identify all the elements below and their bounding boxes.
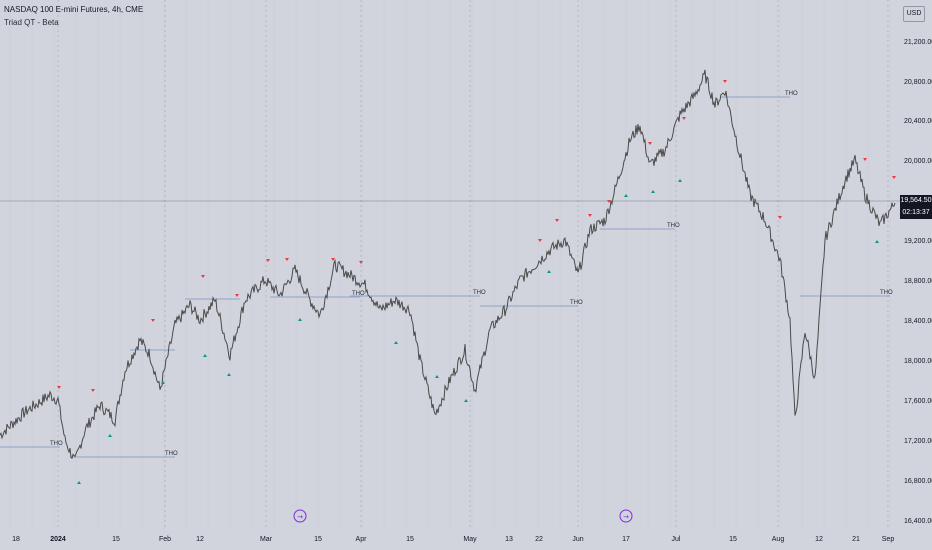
sell-signal-marker xyxy=(151,319,155,322)
buy-signal-marker xyxy=(298,318,302,321)
buy-signal-marker xyxy=(435,375,439,378)
buy-signal-marker xyxy=(161,381,165,384)
time-axis-label: Sep xyxy=(882,536,895,543)
time-axis-label: 2024 xyxy=(50,536,66,543)
level-lines: THO THO THO THO THO THO THO THO xyxy=(0,91,893,458)
time-axis-label: 15 xyxy=(729,536,737,543)
time-axis-label: 15 xyxy=(314,536,322,543)
time-axis-label: 13 xyxy=(505,536,513,543)
buy-signal-marker xyxy=(678,179,682,182)
sell-signal-marker xyxy=(538,239,542,242)
sell-signal-marker xyxy=(892,176,896,179)
calendar-event-icon[interactable] xyxy=(619,509,633,523)
level-label: THO xyxy=(352,291,365,297)
time-axis-label: 18 xyxy=(12,536,20,543)
time-axis-label: 12 xyxy=(196,536,204,543)
buy-signal-marker xyxy=(875,240,879,243)
time-axis[interactable]: 18 2024 15 Feb 12 Mar 15 Apr 15 May 13 22 Jun 17 Jul 15… xyxy=(12,536,894,543)
price-axis-label: 18,400.00 xyxy=(904,318,932,325)
price-axis-label: 19,200.00 xyxy=(904,238,932,245)
sell-signal-marker xyxy=(723,80,727,83)
sell-signal-marker xyxy=(648,142,652,145)
signal-markers xyxy=(57,80,896,484)
sell-signal-marker xyxy=(359,261,363,264)
buy-signal-marker xyxy=(108,434,112,437)
time-axis-label: 22 xyxy=(535,536,543,543)
level-label: THO xyxy=(667,223,680,229)
price-axis-label: 16,400.00 xyxy=(904,518,932,525)
sell-signal-marker xyxy=(555,219,559,222)
price-axis-label: 21,200.00 xyxy=(904,39,932,46)
buy-signal-marker xyxy=(464,399,468,402)
time-axis-label: Jul xyxy=(672,536,681,543)
price-axis-label: 17,200.00 xyxy=(904,438,932,445)
time-axis-label: Feb xyxy=(159,536,171,543)
level-label: THO xyxy=(570,300,583,306)
time-axis-label: 12 xyxy=(815,536,823,543)
time-axis-label: 15 xyxy=(406,536,414,543)
price-axis-label: 16,800.00 xyxy=(904,478,932,485)
price-axis-label: 20,400.00 xyxy=(904,118,932,125)
buy-signal-marker xyxy=(203,354,207,357)
time-axis-label: 15 xyxy=(112,536,120,543)
sell-signal-marker xyxy=(91,389,95,392)
buy-signal-marker xyxy=(227,373,231,376)
sell-signal-marker xyxy=(863,158,867,161)
buy-signal-marker xyxy=(651,190,655,193)
time-axis-label: 17 xyxy=(622,536,630,543)
calendar-event-label: → xyxy=(297,513,303,521)
level-label: THO xyxy=(165,451,178,457)
price-axis[interactable]: 21,200.00 20,800.00 20,400.00 20,000.00 19,2… xyxy=(904,39,932,525)
event-markers[interactable]: → → xyxy=(293,509,633,523)
buy-signal-marker xyxy=(624,194,628,197)
sell-signal-marker xyxy=(588,214,592,217)
sell-signal-marker xyxy=(682,117,686,120)
sell-signal-marker xyxy=(778,216,782,219)
time-axis-label: 21 xyxy=(852,536,860,543)
price-axis-label: 18,800.00 xyxy=(904,278,932,285)
price-axis-label: 20,800.00 xyxy=(904,79,932,86)
time-axis-label: Mar xyxy=(260,536,273,543)
level-label: THO xyxy=(473,290,486,296)
sell-signal-marker xyxy=(57,386,61,389)
price-series xyxy=(0,69,896,459)
time-axis-label: Jun xyxy=(572,536,583,543)
level-label: THO xyxy=(785,91,798,97)
price-axis-label: 18,000.00 xyxy=(904,358,932,365)
buy-signal-marker xyxy=(77,481,81,484)
level-label: THO xyxy=(880,290,893,296)
sell-signal-marker xyxy=(201,275,205,278)
indicator-label[interactable]: Triad QT - Beta xyxy=(4,18,59,27)
currency-button[interactable]: USD xyxy=(903,6,925,22)
buy-signal-marker xyxy=(394,341,398,344)
time-axis-label: Apr xyxy=(356,536,368,543)
countdown-tag: 02:13:37 xyxy=(900,207,932,219)
time-axis-label: May xyxy=(463,536,477,543)
sell-signal-marker xyxy=(266,259,270,262)
chart-title: NASDAQ 100 E-mini Futures, 4h, CME xyxy=(4,5,144,14)
calendar-event-icon[interactable] xyxy=(293,509,307,523)
price-axis-label: 20,000.00 xyxy=(904,158,932,165)
price-axis-label: 17,600.00 xyxy=(904,398,932,405)
time-axis-label: Aug xyxy=(772,536,785,543)
sell-signal-marker xyxy=(285,258,289,261)
calendar-event-label: → xyxy=(623,513,629,521)
level-label: THO xyxy=(50,441,63,447)
sell-signal-marker xyxy=(331,258,335,261)
sell-signal-marker xyxy=(235,294,239,297)
buy-signal-marker xyxy=(547,270,551,273)
chart-grid xyxy=(9,0,891,530)
current-price-tag: 19,564.50 xyxy=(900,195,932,207)
